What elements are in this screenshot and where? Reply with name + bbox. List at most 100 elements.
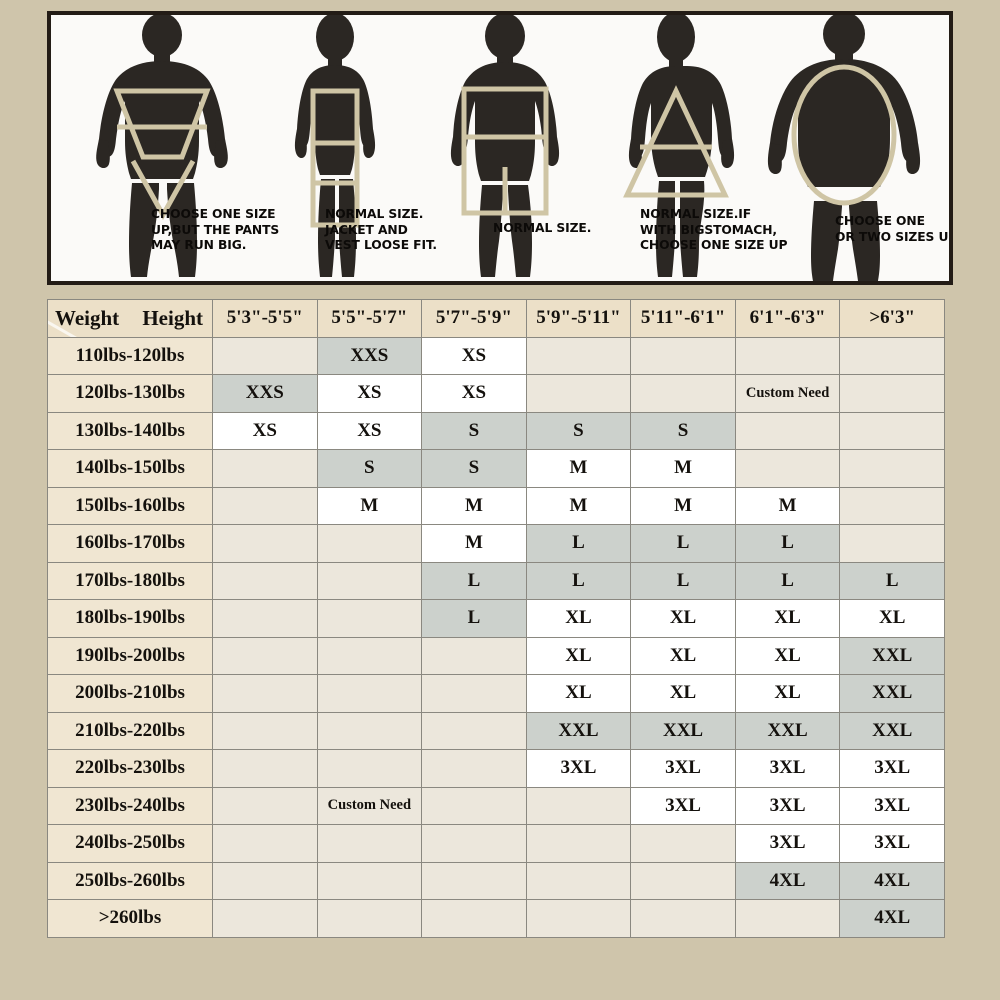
size-cell: 3XL xyxy=(630,786,736,825)
rectangle-figure-icon xyxy=(450,15,560,277)
size-cell: XL xyxy=(525,674,632,713)
size-cell: M xyxy=(421,486,527,525)
size-cell: 3XL xyxy=(734,786,841,825)
size-cell xyxy=(734,899,841,938)
size-cell: S xyxy=(525,411,632,450)
size-cell: M xyxy=(525,449,632,488)
table-row: 180lbs-190lbs L XL XL XL XL xyxy=(47,599,945,638)
size-cell xyxy=(316,749,423,788)
size-cell: XL xyxy=(525,599,632,638)
caption-figure-4: NORMAL SIZE.IF WITH BIGSTOMACH, CHOOSE O… xyxy=(640,207,788,253)
row-header-weight: 250lbs-260lbs xyxy=(47,861,213,900)
size-cell xyxy=(525,786,632,825)
size-cell xyxy=(212,749,318,788)
size-cell xyxy=(212,524,318,563)
column-header-6: >6'3" xyxy=(839,299,945,338)
row-header-weight: 160lbs-170lbs xyxy=(47,524,213,563)
size-cell: L xyxy=(630,524,736,563)
column-header-2: 5'7"-5'9" xyxy=(421,299,527,338)
row-header-weight: 110lbs-120lbs xyxy=(47,336,213,375)
size-cell xyxy=(525,824,632,863)
table-row: 240lbs-250lbs 3XL 3XL xyxy=(47,824,945,863)
size-cell: 3XL xyxy=(839,786,945,825)
size-cell: 3XL xyxy=(525,749,632,788)
size-cell: XS xyxy=(212,411,318,450)
header-row: Height Weight 5'3"-5'5" 5'5"-5'7" 5'7"-5… xyxy=(47,299,945,338)
size-cell: L xyxy=(421,599,527,638)
size-cell: XXS xyxy=(316,336,423,375)
size-cell xyxy=(421,899,527,938)
table-row: 250lbs-260lbs 4XL 4XL xyxy=(47,861,945,900)
size-cell xyxy=(421,749,527,788)
corner-inner: Height Weight xyxy=(48,300,212,337)
table-row: 170lbs-180lbs L L L L L xyxy=(47,561,945,600)
table-row: 160lbs-170lbs M L L L xyxy=(47,524,945,563)
size-cell: 3XL xyxy=(630,749,736,788)
row-header-weight: 130lbs-140lbs xyxy=(47,411,213,450)
size-cell: XL xyxy=(734,599,841,638)
size-cell xyxy=(630,336,736,375)
column-header-5: 6'1"-6'3" xyxy=(734,299,841,338)
size-cell: 3XL xyxy=(839,824,945,863)
size-cell xyxy=(316,561,423,600)
table-header: Height Weight 5'3"-5'5" 5'5"-5'7" 5'7"-5… xyxy=(47,299,945,338)
size-cell xyxy=(316,636,423,675)
inverted-triangle-body-figure xyxy=(75,15,250,281)
size-cell: XL xyxy=(630,599,736,638)
size-cell xyxy=(421,711,527,750)
size-cell: XXL xyxy=(839,711,945,750)
column-header-1: 5'5"-5'7" xyxy=(316,299,423,338)
size-cell: S xyxy=(421,449,527,488)
size-cell xyxy=(212,336,318,375)
size-cell: XL xyxy=(734,636,841,675)
column-header-3: 5'9"-5'11" xyxy=(525,299,632,338)
size-cell: L xyxy=(421,561,527,600)
size-cell xyxy=(734,411,841,450)
row-header-weight: 140lbs-150lbs xyxy=(47,449,213,488)
size-cell: XS xyxy=(421,336,527,375)
size-cell xyxy=(212,711,318,750)
size-cell xyxy=(630,824,736,863)
triangle-figure-icon xyxy=(623,15,735,277)
size-cell xyxy=(734,449,841,488)
size-cell xyxy=(839,336,945,375)
size-cell xyxy=(525,374,632,413)
size-cell: XL xyxy=(630,636,736,675)
size-cell xyxy=(212,561,318,600)
size-cell xyxy=(212,449,318,488)
table-row: 190lbs-200lbs XL XL XL XXL xyxy=(47,636,945,675)
size-cell: Custom Need xyxy=(316,786,423,825)
size-cell xyxy=(421,636,527,675)
table-row: 210lbs-220lbs XXL XXL XXL XXL xyxy=(47,711,945,750)
rectangle-body-figure xyxy=(418,15,593,281)
size-cell: 3XL xyxy=(734,824,841,863)
column-header-4: 5'11"-6'1" xyxy=(630,299,736,338)
size-cell xyxy=(421,786,527,825)
size-cell: XXL xyxy=(525,711,632,750)
size-cell xyxy=(421,824,527,863)
size-cell xyxy=(421,861,527,900)
size-cell: M xyxy=(525,486,632,525)
size-cell xyxy=(525,899,632,938)
size-cell: L xyxy=(734,524,841,563)
size-cell: XXL xyxy=(839,636,945,675)
size-cell xyxy=(212,861,318,900)
size-cell: XXL xyxy=(734,711,841,750)
column-header-0: 5'3"-5'5" xyxy=(212,299,318,338)
size-cell: S xyxy=(316,449,423,488)
size-cell: XL xyxy=(525,636,632,675)
oval-body-figure xyxy=(757,15,932,281)
size-cell: XXL xyxy=(630,711,736,750)
row-header-weight: 120lbs-130lbs xyxy=(47,374,213,413)
size-cell xyxy=(316,899,423,938)
caption-figure-3: NORMAL SIZE. xyxy=(493,221,592,235)
size-cell xyxy=(212,899,318,938)
size-cell xyxy=(734,336,841,375)
size-cell: Custom Need xyxy=(734,374,841,413)
size-cell xyxy=(525,861,632,900)
table-row: 230lbs-240lbs Custom Need 3XL 3XL 3XL xyxy=(47,786,945,825)
row-header-weight: 180lbs-190lbs xyxy=(47,599,213,638)
triangle-body-figure xyxy=(589,15,764,281)
size-cell: XXS xyxy=(212,374,318,413)
size-cell xyxy=(839,449,945,488)
